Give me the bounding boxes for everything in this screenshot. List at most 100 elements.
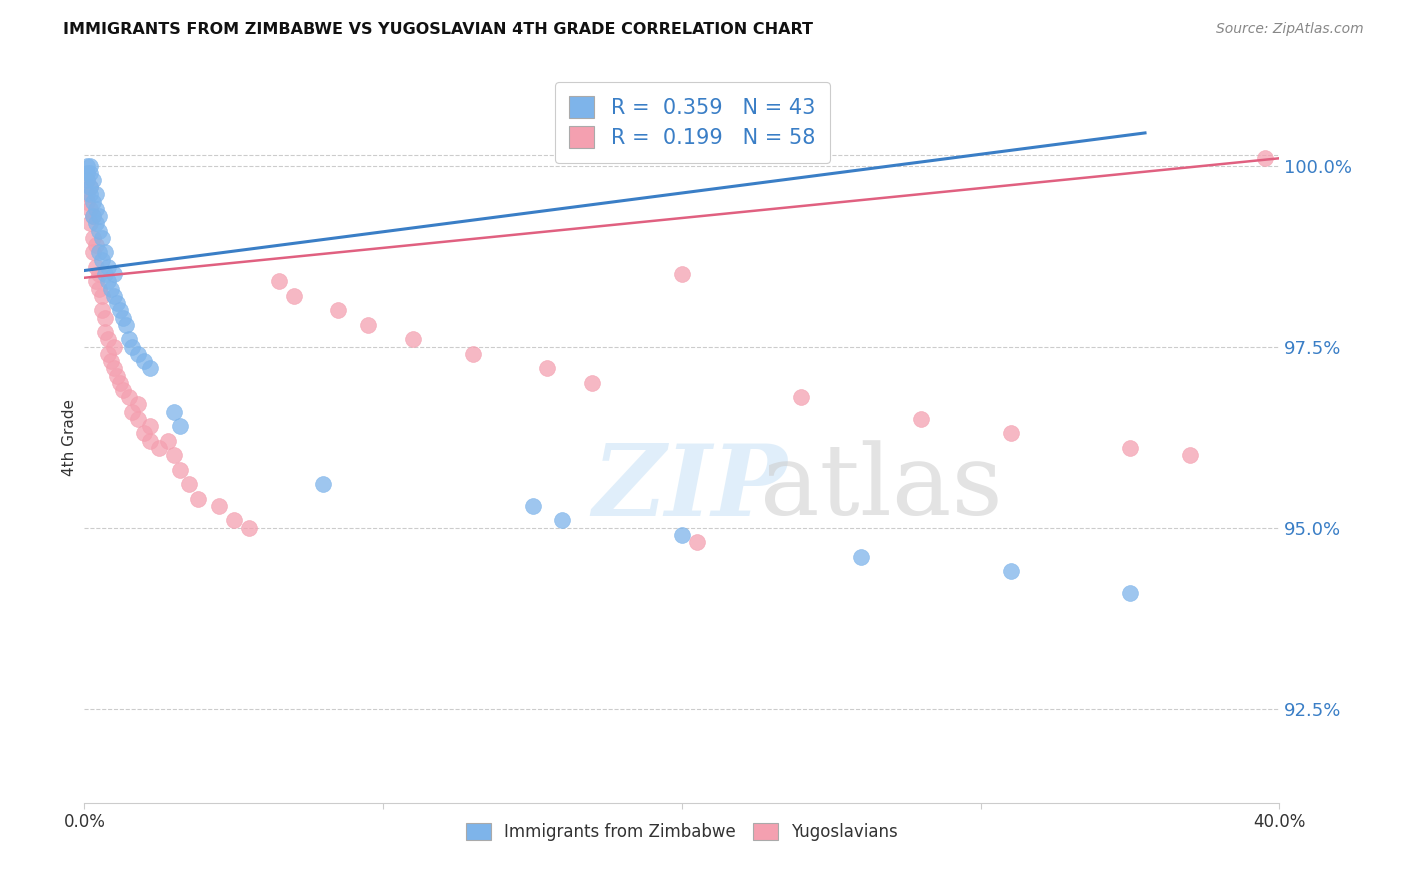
Point: [910, 412, 932, 426]
Legend: Immigrants from Zimbabwe, Yugoslavians: Immigrants from Zimbabwe, Yugoslavians: [458, 814, 905, 849]
Point: [97, 260, 120, 274]
Point: [790, 390, 813, 404]
Point: [208, 499, 231, 513]
Point: [671, 267, 693, 281]
Text: Source: ZipAtlas.com: Source: ZipAtlas.com: [1216, 22, 1364, 37]
Point: [82, 209, 104, 223]
Point: [1178, 448, 1201, 462]
Point: [100, 354, 122, 368]
Point: [312, 477, 335, 491]
Point: [86, 202, 108, 216]
Point: [103, 289, 125, 303]
Point: [671, 528, 693, 542]
Point: [105, 296, 128, 310]
Point: [581, 376, 603, 390]
Point: [115, 318, 138, 332]
Point: [97, 274, 120, 288]
Point: [132, 354, 156, 368]
Point: [76, 187, 98, 202]
Point: [139, 361, 162, 376]
Point: [139, 434, 162, 448]
Y-axis label: 4th Grade: 4th Grade: [62, 399, 77, 475]
Point: [76, 166, 98, 180]
Point: [79, 216, 101, 230]
Point: [118, 390, 141, 404]
Point: [1253, 151, 1275, 165]
Point: [89, 245, 111, 260]
Point: [97, 332, 120, 346]
Point: [76, 159, 98, 173]
Point: [1000, 564, 1022, 578]
Point: [1000, 426, 1022, 441]
Point: [112, 383, 135, 397]
Point: [121, 340, 143, 354]
Point: [169, 463, 191, 477]
Point: [686, 535, 709, 549]
Point: [139, 419, 162, 434]
Point: [82, 173, 104, 187]
Point: [89, 267, 111, 281]
Point: [97, 347, 120, 361]
Point: [91, 289, 114, 303]
Point: [1119, 586, 1142, 600]
Point: [127, 347, 149, 361]
Point: [551, 513, 574, 527]
Point: [79, 159, 101, 173]
Point: [91, 303, 114, 318]
Point: [522, 499, 544, 513]
Point: [79, 166, 101, 180]
Point: [89, 282, 111, 296]
Point: [86, 187, 108, 202]
Point: [148, 441, 170, 455]
Point: [402, 332, 425, 346]
Point: [851, 549, 873, 564]
Point: [328, 303, 350, 318]
Point: [82, 231, 104, 245]
Point: [461, 347, 484, 361]
Point: [91, 231, 114, 245]
Point: [163, 448, 186, 462]
Point: [100, 282, 122, 296]
Point: [94, 310, 117, 325]
Point: [187, 491, 209, 506]
Point: [103, 267, 125, 281]
Text: atlas: atlas: [759, 441, 1002, 536]
Point: [177, 477, 200, 491]
Point: [103, 361, 125, 376]
Point: [86, 238, 108, 252]
Point: [79, 180, 101, 194]
Point: [157, 434, 180, 448]
Point: [1119, 441, 1142, 455]
Point: [163, 405, 186, 419]
Point: [91, 252, 114, 267]
Point: [121, 405, 143, 419]
Point: [127, 397, 149, 411]
Point: [132, 426, 156, 441]
Point: [118, 332, 141, 346]
Point: [94, 245, 117, 260]
Point: [79, 202, 101, 216]
Point: [94, 267, 117, 281]
Point: [110, 303, 132, 318]
Text: IMMIGRANTS FROM ZIMBABWE VS YUGOSLAVIAN 4TH GRADE CORRELATION CHART: IMMIGRANTS FROM ZIMBABWE VS YUGOSLAVIAN …: [63, 22, 813, 37]
Point: [112, 310, 135, 325]
Text: ZIP: ZIP: [592, 440, 787, 536]
Point: [267, 274, 290, 288]
Point: [86, 274, 108, 288]
Point: [103, 340, 125, 354]
Point: [82, 194, 104, 209]
Point: [82, 209, 104, 223]
Point: [76, 173, 98, 187]
Point: [76, 173, 98, 187]
Point: [82, 245, 104, 260]
Point: [283, 289, 305, 303]
Point: [89, 209, 111, 223]
Point: [79, 180, 101, 194]
Point: [222, 513, 245, 527]
Point: [89, 224, 111, 238]
Point: [86, 216, 108, 230]
Point: [536, 361, 558, 376]
Point: [76, 194, 98, 209]
Point: [357, 318, 380, 332]
Point: [94, 325, 117, 339]
